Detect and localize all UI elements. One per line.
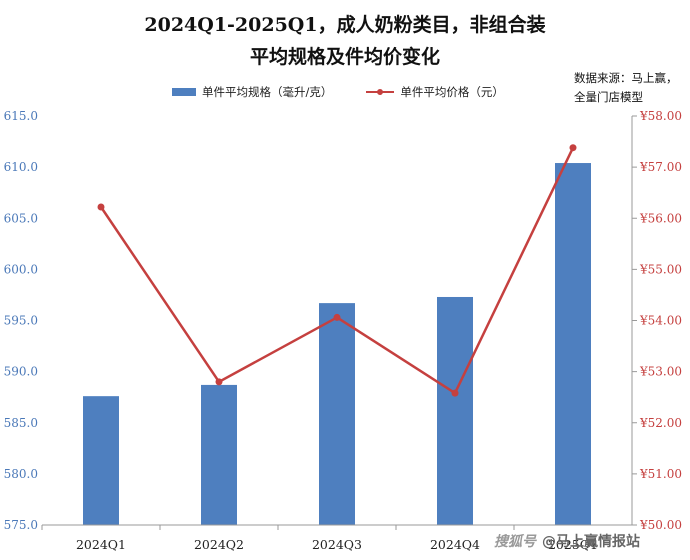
price-point-2024Q2 (215, 378, 223, 386)
chart-title-line2: 平均规格及件均价变化 (249, 46, 440, 68)
x-axis-tick-label: 2024Q3 (312, 537, 362, 552)
left-axis-tick-label: 590.0 (4, 365, 38, 379)
legend-line-swatch (366, 87, 395, 97)
left-axis-tick-label: 600.0 (4, 262, 38, 276)
bar-2024Q3 (319, 303, 355, 525)
right-axis-tick-label: ¥58.00 (639, 109, 682, 123)
x-axis-tick-label: 2024Q1 (76, 537, 126, 552)
price-point-2024Q1 (97, 203, 105, 211)
left-axis-tick-label: 580.0 (4, 467, 38, 481)
right-axis-tick-label: ¥55.00 (639, 262, 682, 276)
bar-2024Q2 (201, 384, 237, 525)
right-axis-tick-label: ¥50.00 (639, 518, 682, 532)
source-note-line1: 数据来源：马上赢， (574, 71, 678, 85)
legend-bar-label: 单件平均规格（毫升/克） (202, 85, 333, 99)
right-axis-tick-label: ¥56.00 (639, 211, 682, 225)
watermark-logo: 搜狐号 (494, 534, 536, 550)
legend-line-label: 单件平均价格（元） (400, 85, 504, 99)
left-axis-tick-label: 575.0 (4, 518, 38, 532)
legend-item-bar: 单件平均规格（毫升/克） (172, 84, 332, 100)
bar-2025Q1 (555, 163, 591, 525)
right-axis-tick-label: ¥53.00 (639, 365, 682, 379)
right-axis-tick-label: ¥54.00 (639, 314, 682, 328)
watermark: 搜狐号 @马上赢情报站 (494, 531, 640, 551)
bar-2024Q4 (437, 296, 473, 525)
right-axis-tick-label: ¥51.00 (639, 467, 682, 481)
right-axis-tick-label: ¥57.00 (639, 160, 682, 174)
x-axis-tick-label: 2025Q1 (548, 537, 598, 552)
legend-item-line: 单件平均价格（元） (366, 84, 504, 100)
price-point-2024Q4 (451, 389, 459, 397)
watermark-text: @马上赢情报站 (542, 534, 640, 550)
legend-bar-swatch (172, 88, 196, 96)
chart-title-line1: 2024Q1-2025Q1，成人奶粉类目，非组合装 (144, 14, 546, 36)
legend: 单件平均规格（毫升/克） 单件平均价格（元） (172, 84, 504, 100)
bar-2024Q1 (83, 396, 119, 525)
x-axis-tick-label: 2024Q2 (194, 537, 244, 552)
right-axis-tick-label: ¥52.00 (639, 416, 682, 430)
left-axis-tick-label: 595.0 (4, 314, 38, 328)
price-point-2025Q1 (569, 144, 577, 152)
left-axis-tick-label: 610.0 (4, 160, 38, 174)
left-axis-tick-label: 585.0 (4, 416, 38, 430)
x-axis-tick-label: 2024Q4 (430, 537, 480, 552)
source-note-line2: 全量门店模型 (574, 90, 643, 104)
left-axis-tick-label: 615.0 (4, 109, 38, 123)
left-axis-tick-label: 605.0 (4, 211, 38, 225)
price-point-2024Q3 (333, 313, 341, 321)
